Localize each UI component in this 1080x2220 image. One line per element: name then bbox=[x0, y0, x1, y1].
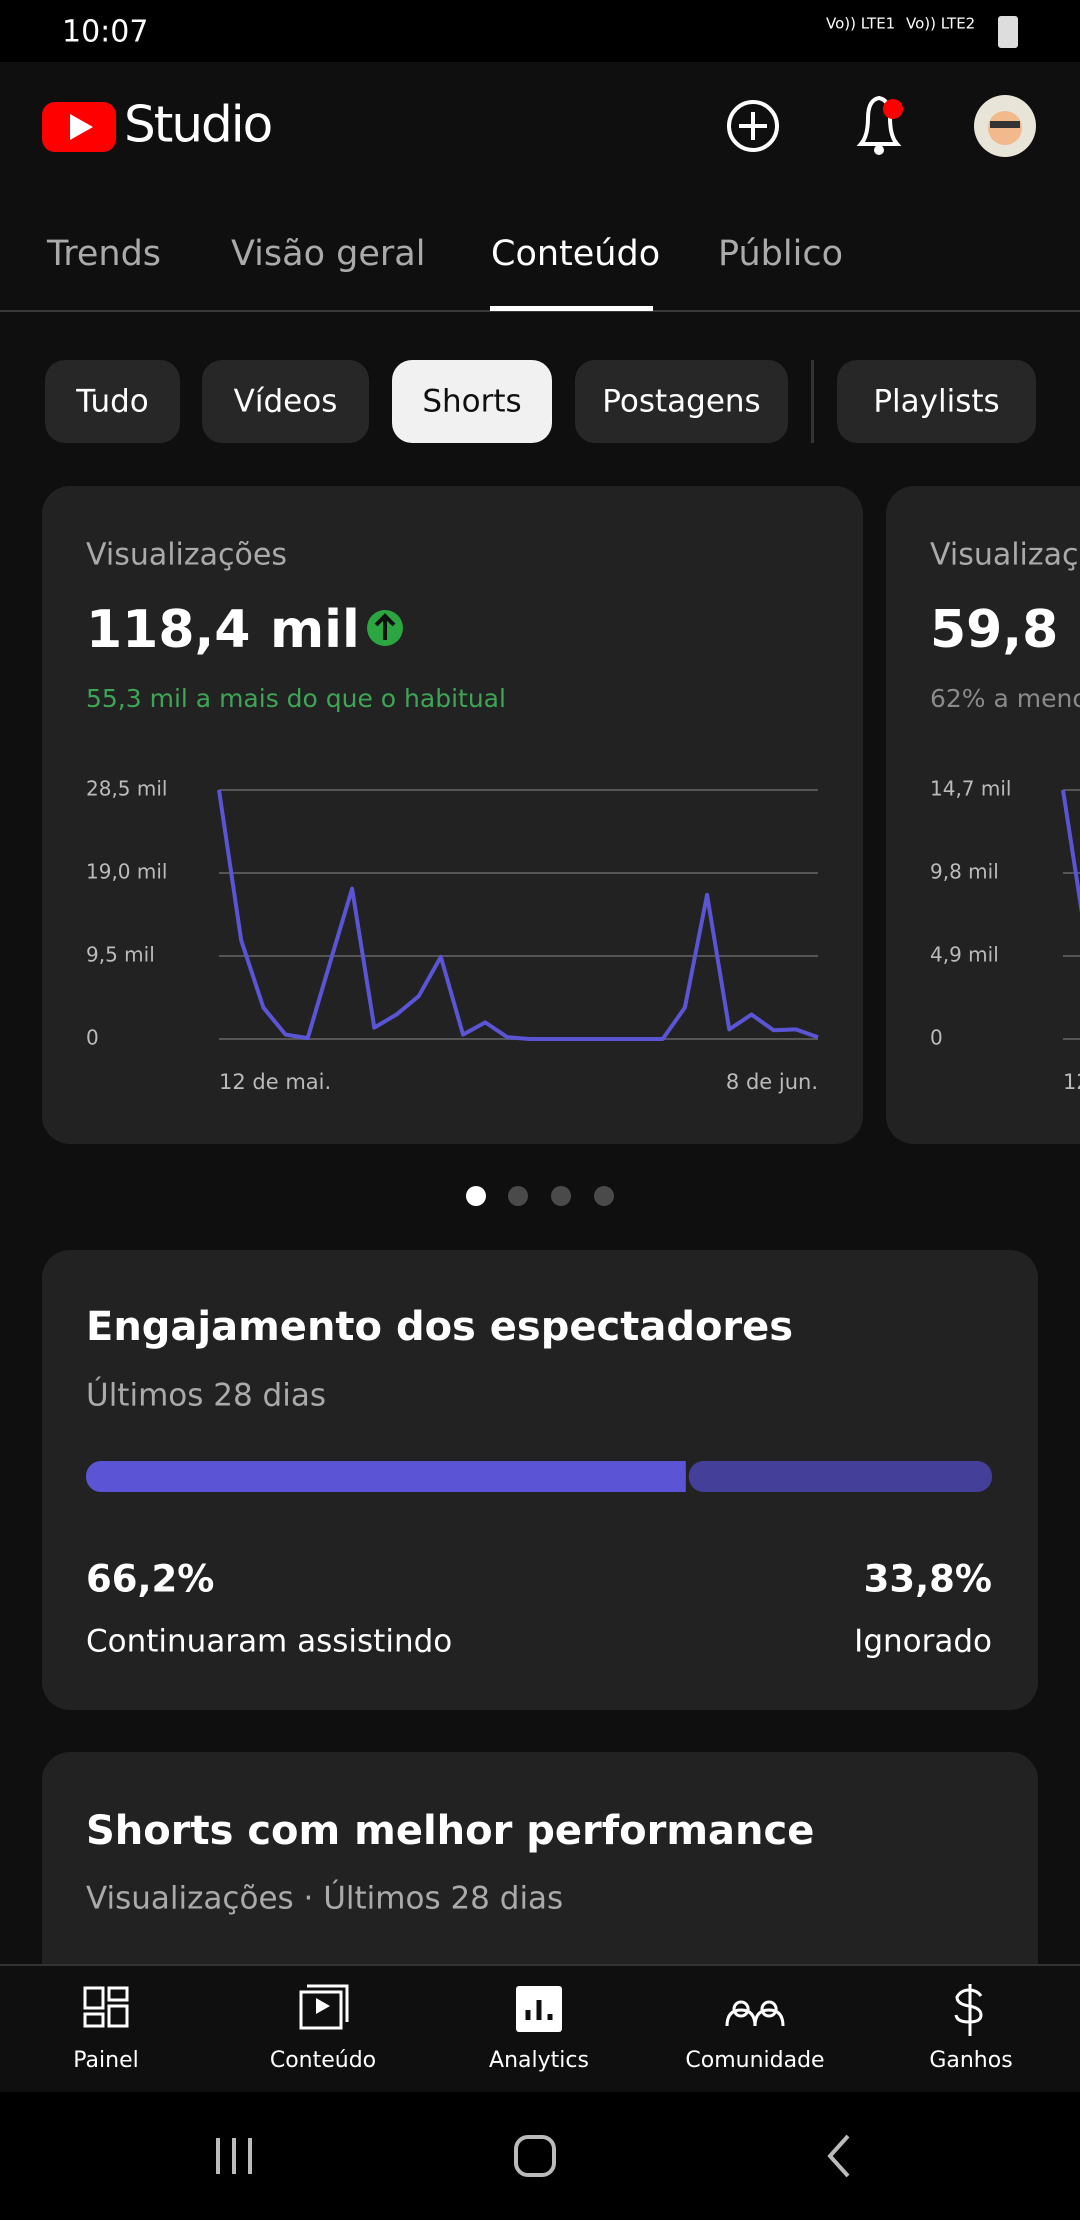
y-tick-label: 28,5 mil bbox=[86, 777, 167, 801]
engagement-segment bbox=[86, 1461, 686, 1492]
recents-button[interactable] bbox=[216, 2138, 252, 2174]
logo-play bbox=[70, 114, 93, 140]
card-title: Shorts com melhor performance bbox=[86, 1808, 814, 1854]
notifications-button[interactable] bbox=[856, 95, 903, 155]
chip[interactable] bbox=[392, 360, 552, 443]
page-dot[interactable] bbox=[551, 1186, 571, 1206]
comparison: 62% a menos do que o habitual bbox=[930, 684, 1080, 713]
chip-label[interactable]: Shorts bbox=[422, 384, 521, 420]
nav-label[interactable]: Painel bbox=[73, 2048, 138, 2073]
app-title: Studio bbox=[124, 96, 271, 154]
chip[interactable] bbox=[837, 360, 1036, 443]
back-button[interactable] bbox=[827, 2134, 850, 2178]
y-tick-label: 4,9 mil bbox=[930, 943, 999, 967]
metric-value: 118,4 bbox=[86, 600, 250, 660]
x-tick-label: 8 de jun. bbox=[726, 1070, 818, 1094]
metric-label: Visualizações bbox=[86, 538, 287, 573]
card-subtitle: Últimos 28 dias bbox=[86, 1377, 326, 1414]
x-tick-label: 12 de mai. bbox=[219, 1070, 331, 1094]
segment-name: Ignorado bbox=[854, 1624, 992, 1660]
card-subtitle: Visualizações · Últimos 28 dias bbox=[86, 1880, 563, 1917]
card-bg bbox=[886, 486, 1080, 1144]
page-dot[interactable] bbox=[466, 1186, 486, 1206]
tab[interactable]: Visão geral bbox=[231, 234, 425, 274]
nav-label[interactable]: Analytics bbox=[489, 2048, 589, 2073]
painel-icon[interactable] bbox=[83, 1986, 129, 2028]
y-tick-label: 19,0 mil bbox=[86, 860, 167, 884]
notification-badge[interactable] bbox=[883, 99, 903, 119]
create-plus[interactable] bbox=[739, 112, 767, 140]
chip[interactable] bbox=[45, 360, 180, 443]
segment-value: 66,2% bbox=[86, 1558, 214, 1601]
y-tick-label: 0 bbox=[86, 1026, 99, 1050]
y-tick-label: 9,5 mil bbox=[86, 943, 155, 967]
card-title: Engajamento dos espectadores bbox=[86, 1304, 793, 1350]
create-button[interactable] bbox=[727, 100, 779, 152]
trend-arrow bbox=[374, 613, 396, 640]
tab[interactable]: Trends bbox=[46, 234, 161, 274]
network: Vo)) LTE2 bbox=[906, 15, 975, 33]
segment-name: Continuaram assistindo bbox=[86, 1624, 452, 1660]
metric-value: 59,8 bbox=[930, 600, 1058, 660]
segment-value: 33,8% bbox=[864, 1558, 992, 1601]
chip[interactable] bbox=[202, 360, 369, 443]
nav-label[interactable]: Ganhos bbox=[929, 2048, 1012, 2073]
metric-card: Visualizações 118,4 mil 55,3 mil a mais do … bbox=[42, 486, 863, 1144]
battery-icon bbox=[998, 16, 1018, 48]
engagement-segment bbox=[688, 1461, 992, 1492]
nav-label[interactable]: Conteúdo bbox=[270, 2048, 376, 2073]
bell-clapper[interactable] bbox=[874, 145, 884, 155]
page-dot[interactable] bbox=[594, 1186, 614, 1206]
y-tick-label: 0 bbox=[930, 1026, 943, 1050]
system-nav bbox=[0, 2092, 1080, 2220]
segment-joint bbox=[669, 1461, 686, 1492]
conteudo-icon[interactable] bbox=[299, 1984, 349, 2030]
chip-label[interactable]: Tudo bbox=[75, 384, 149, 420]
status-bar bbox=[0, 0, 1080, 62]
comunidade-icon[interactable] bbox=[725, 2000, 785, 2027]
page-dot[interactable] bbox=[508, 1186, 528, 1206]
clock: 10:07 bbox=[62, 15, 148, 50]
tab[interactable]: Conteúdo bbox=[491, 234, 660, 274]
y-tick-label: 9,8 mil bbox=[930, 860, 999, 884]
card-bg bbox=[42, 486, 863, 1144]
home-button[interactable] bbox=[514, 2135, 556, 2177]
metric-card: Visualizações 59,8 62% a menos do que o ha… bbox=[886, 486, 1080, 1144]
chip[interactable] bbox=[575, 360, 788, 443]
nav-divider bbox=[0, 1964, 1080, 1966]
analytics-bars[interactable] bbox=[525, 2000, 553, 2020]
y-tick-label: 14,7 mil bbox=[930, 777, 1011, 801]
chip-separator bbox=[811, 360, 814, 443]
nav-label[interactable]: Comunidade bbox=[685, 2048, 824, 2073]
avatar-button[interactable] bbox=[974, 95, 1036, 157]
network: Vo)) LTE1 bbox=[826, 15, 895, 33]
tab[interactable]: Público bbox=[718, 234, 843, 274]
create-icon[interactable] bbox=[727, 100, 779, 152]
chip-label[interactable]: Vídeos bbox=[234, 384, 338, 420]
x-tick-label: 12 de mai. bbox=[1063, 1070, 1080, 1094]
line-series bbox=[1061, 789, 1080, 914]
chip-label[interactable]: Playlists bbox=[873, 384, 999, 420]
bell-icon[interactable] bbox=[856, 95, 902, 146]
comparison: 55,3 mil a mais do que o habitual bbox=[86, 684, 506, 713]
ganhos-icon[interactable] bbox=[954, 1984, 983, 2036]
metric-unit: mil bbox=[270, 600, 360, 660]
play-icon[interactable] bbox=[316, 1998, 330, 2014]
tab-indicator bbox=[490, 306, 653, 311]
chip-label[interactable]: Postagens bbox=[602, 384, 760, 420]
line-series bbox=[217, 789, 819, 1041]
avatar-glasses[interactable] bbox=[990, 121, 1020, 128]
metric-label: Visualizações bbox=[930, 538, 1080, 573]
